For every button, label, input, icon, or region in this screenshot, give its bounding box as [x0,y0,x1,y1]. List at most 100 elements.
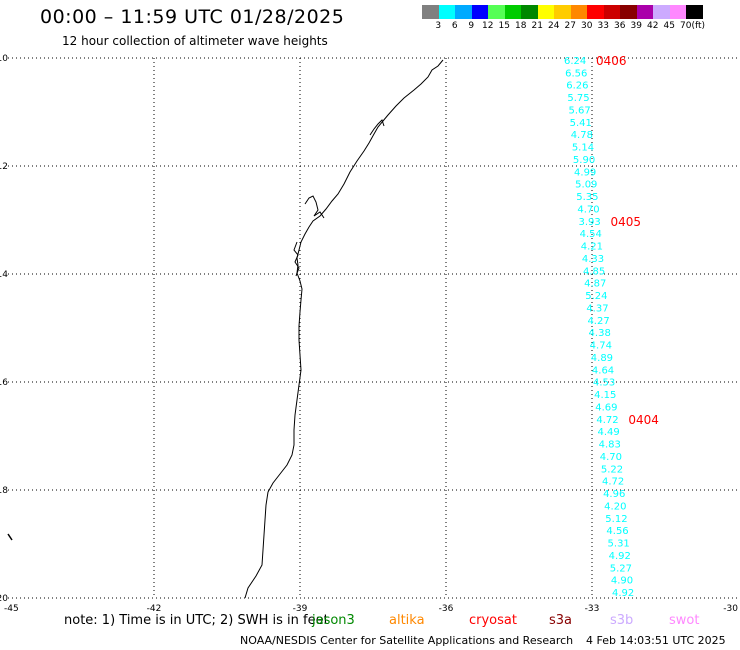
lon-tick-label: -39 [293,604,308,614]
swh-value: 4.70 [577,204,599,215]
colorbar-label: 42 [647,21,659,31]
swh-value: 4.83 [599,440,621,451]
satellite-s3a: s3a [549,613,573,628]
satellite-altika: altika [389,613,425,628]
swh-value: 5.24 [585,291,607,302]
colorbar-label: 12 [482,21,494,31]
pass-label: 0404 [628,413,659,427]
pass-label: 0406 [596,54,627,68]
swh-value: 4.96 [603,489,625,500]
swh-value: 5.27 [610,563,632,574]
colorbar-swatch [488,5,505,19]
note-text: note: 1) Time is in UTC; 2) SWH is in fe… [64,613,329,628]
colorbar-swatch [653,5,670,19]
colorbar-unit: (ft) [691,21,706,31]
swh-value: 4.85 [583,266,605,277]
lon-tick-label: -36 [439,604,454,614]
colorbar-swatch [587,5,604,19]
coastline-brazil [244,59,444,599]
swh-value: 4.74 [590,341,612,352]
swh-value: 6.24 [564,56,586,67]
colorbar-label: 9 [468,21,475,31]
swh-value: 4.20 [604,501,626,512]
swh-value: 4.15 [594,390,616,401]
colorbar-label: 30 [581,21,593,31]
colorbar-swatch [686,5,703,19]
swh-value: 5.14 [572,143,594,154]
lon-tick-label: -33 [585,604,600,614]
map-grid [8,57,738,599]
swh-value: 3.93 [579,217,601,228]
colorbar-label: 33 [597,21,609,31]
colorbar-swatch [603,5,620,19]
swh-value: 5.12 [605,514,627,525]
swh-value: 4.38 [589,328,611,339]
colorbar-label: 39 [630,21,642,31]
swh-value: 5.41 [570,118,592,129]
colorbar-swatch [620,5,637,19]
colorbar-swatch [504,5,521,19]
lat-tick-label: -10 [0,54,8,64]
swh-value: 4.49 [597,427,619,438]
swh-value: 4.90 [611,576,633,587]
satellite-swot: swot [669,613,700,628]
swh-value: 4.37 [586,303,608,314]
swh-value: 4.64 [592,365,614,376]
colorbar-swatch [669,5,686,19]
colorbar-label: 45 [663,21,675,31]
coastline-bay-detail [293,119,385,277]
colorbar-swatch [554,5,571,19]
swh-value: 4.92 [609,551,631,562]
axis-ticks: -10 -12 -14 -16 -18 -20-45 -42 -39 -36 -33 -30 [0,54,738,614]
swh-value: 5.67 [568,105,590,116]
lat-tick-label: -16 [0,378,8,388]
swh-value: 6.26 [566,81,588,92]
lat-tick-label: -18 [0,486,8,496]
lon-tick-label: -42 [147,604,162,614]
colorbar-label: 21 [531,21,543,31]
swh-value: 6.56 [565,68,587,79]
swh-value: 5.35 [576,192,598,203]
lat-tick-label: -20 [0,594,8,604]
swh-value: 4.27 [587,316,609,327]
satellite-s3b: s3b [610,613,634,628]
island-trindade [7,533,13,541]
swh-value: 4.70 [600,452,622,463]
colorbar-swatch [521,5,538,19]
satellite-cryosat: cryosat [469,613,517,628]
swh-value: 4.99 [574,167,596,178]
colorbar-label: 18 [515,21,527,31]
colorbar-swatch [438,5,455,19]
lat-tick-label: -14 [0,270,8,280]
swh-value: 4.33 [582,254,604,265]
colorbar-swatch [636,5,653,19]
swh-value: 5.22 [601,464,623,475]
colorbar-label: 15 [498,21,510,31]
colorbar-swatch [455,5,472,19]
lon-tick-label: -45 [4,604,19,614]
swh-value: 4.87 [584,279,606,290]
swh-value: 4.72 [602,477,624,488]
swh-value: 4.89 [591,353,613,364]
lat-tick-label: -12 [0,162,8,172]
colorbar-swatch [537,5,554,19]
colorbar-label: 36 [614,21,626,31]
wave-height-colorbar [422,5,703,19]
satellite-track: 6.246.56 6.265.755.67 5.414.78 5.145.904.99… [564,54,659,599]
generated-timestamp: 4 Feb 14:03:51 UTC 2025 [586,634,726,647]
swh-value: 5.31 [608,539,630,550]
swh-value: 4.54 [580,229,602,240]
swh-value: 4.69 [595,402,617,413]
credit-text: NOAA/NESDIS Center for Satellite Applica… [240,634,574,647]
colorbar-label: 3 [435,21,442,31]
colorbar-swatch [570,5,587,19]
pass-label: 0405 [611,215,642,229]
lon-tick-label: -30 [723,604,738,614]
swh-value: 4.78 [571,130,593,141]
swh-value: 5.90 [573,155,595,166]
colorbar-swatch [471,5,488,19]
colorbar-label: 24 [548,21,560,31]
map-subtitle: 12 hour collection of altimeter wave hei… [62,34,328,48]
swh-value: 5.09 [575,180,597,191]
